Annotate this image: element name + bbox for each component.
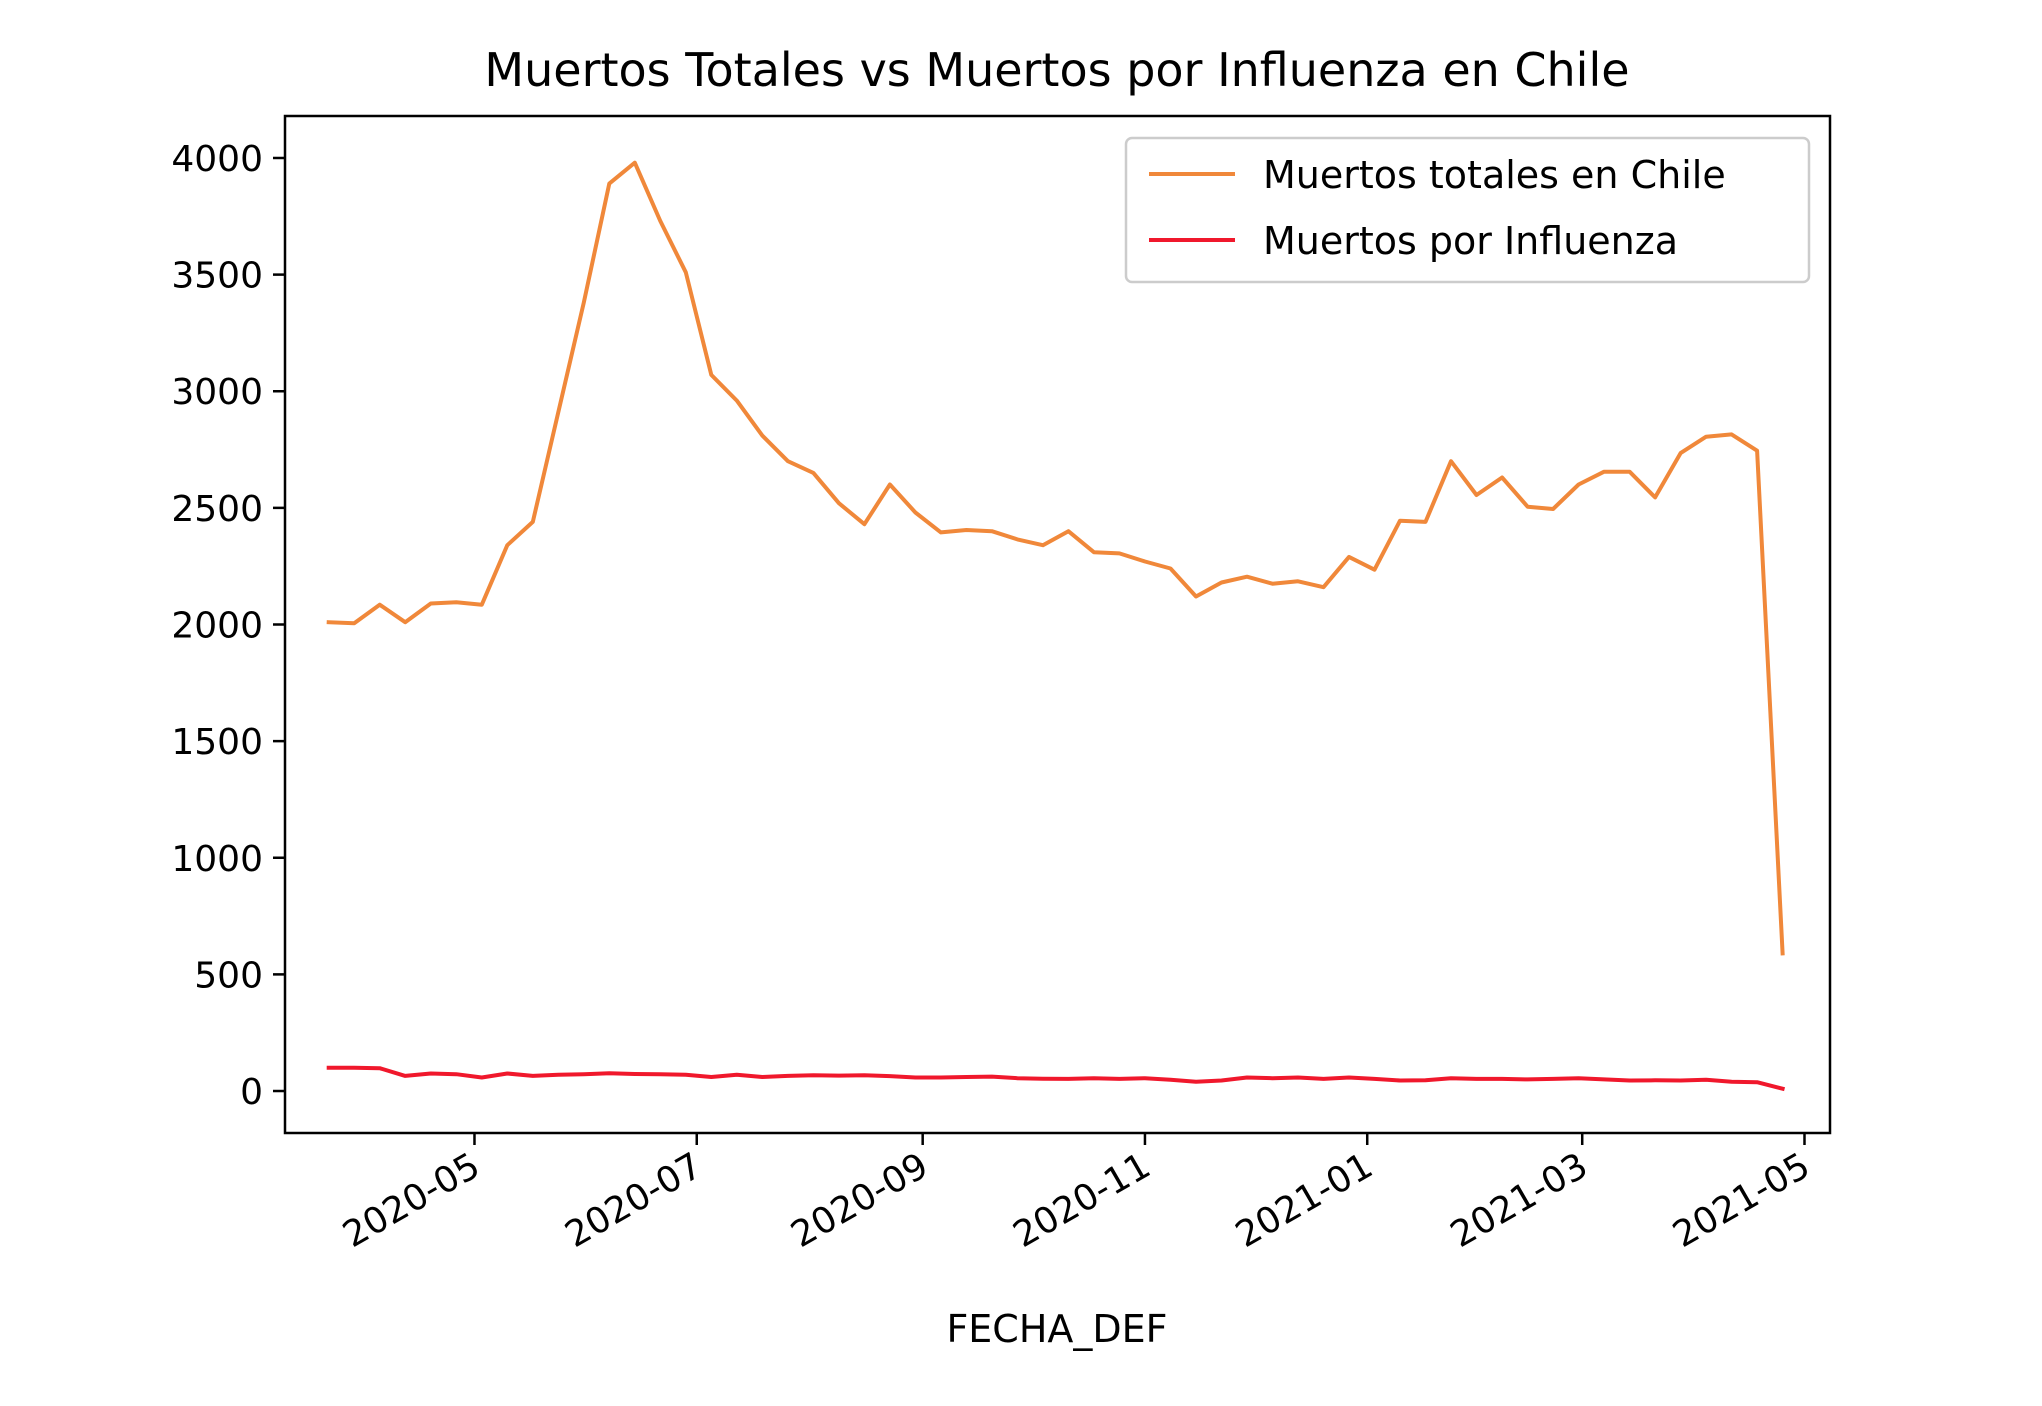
legend-label-muertos-influenza: Muertos por Influenza xyxy=(1263,219,1678,263)
x-axis-label: FECHA_DEF xyxy=(946,1307,1167,1351)
y-tick-label: 1000 xyxy=(171,839,263,880)
y-tick-label: 3000 xyxy=(171,372,263,413)
y-tick-label: 4000 xyxy=(171,139,263,180)
y-tick-label: 0 xyxy=(240,1072,263,1113)
y-tick-label: 500 xyxy=(194,955,263,996)
y-tick-label: 2500 xyxy=(171,489,263,530)
chart-title: Muertos Totales vs Muertos por Influenza… xyxy=(484,43,1629,97)
legend-box xyxy=(1124,136,1811,284)
y-tick-label: 2000 xyxy=(171,606,263,647)
y-axis: 0 500 1000 1500 2000 2500 3000 3500 4000 xyxy=(171,139,285,1113)
plot-area xyxy=(326,160,1786,1092)
legend: Muertos totales en Chile Muertos por Inf… xyxy=(1124,136,1811,284)
legend-label-muertos-totales: Muertos totales en Chile xyxy=(1263,153,1726,197)
series-line-muertos-influenza xyxy=(326,1065,1786,1092)
y-tick-label: 3500 xyxy=(171,256,263,297)
series-line-muertos-totales xyxy=(326,160,1785,956)
y-tick-label: 1500 xyxy=(171,722,263,763)
